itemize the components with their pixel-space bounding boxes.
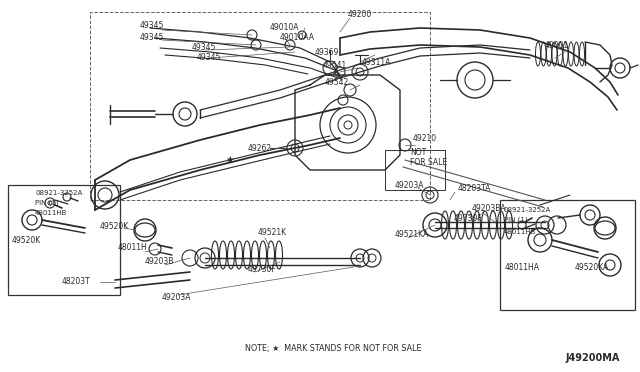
- Text: 49203A: 49203A: [162, 294, 191, 302]
- Text: 49210: 49210: [413, 134, 437, 142]
- Text: 48011HA: 48011HA: [505, 263, 540, 273]
- Bar: [90, 12, 430, 200]
- Text: 48011HB: 48011HB: [35, 210, 67, 216]
- Text: 49345: 49345: [197, 52, 221, 61]
- Text: 49203BA: 49203BA: [472, 203, 507, 212]
- Text: 48203T: 48203T: [62, 278, 91, 286]
- Text: J49200MA: J49200MA: [566, 353, 620, 363]
- Text: 48011H: 48011H: [118, 244, 148, 253]
- Text: 49520KA: 49520KA: [575, 263, 609, 273]
- Text: 49311A: 49311A: [362, 58, 392, 67]
- Text: 49203B: 49203B: [145, 257, 174, 266]
- Bar: [385, 150, 445, 190]
- Text: 49369: 49369: [315, 48, 339, 57]
- Text: 48203TA: 48203TA: [458, 183, 492, 192]
- Text: 49010AA: 49010AA: [280, 32, 315, 42]
- Text: 08921-3252A: 08921-3252A: [35, 190, 83, 196]
- Text: NOT: NOT: [410, 148, 426, 157]
- Text: 49203A: 49203A: [395, 180, 424, 189]
- Text: 49730F: 49730F: [248, 266, 276, 275]
- Text: 49345: 49345: [140, 20, 164, 29]
- Text: PIN (1): PIN (1): [35, 200, 59, 206]
- Text: 49262: 49262: [248, 144, 272, 153]
- Text: 49010A: 49010A: [270, 22, 300, 32]
- Text: 49345: 49345: [192, 42, 216, 51]
- Text: NOTE; ★  MARK STANDS FOR NOT FOR SALE: NOTE; ★ MARK STANDS FOR NOT FOR SALE: [245, 343, 422, 353]
- Bar: [500, 200, 635, 310]
- Text: 08921-3252A: 08921-3252A: [504, 207, 551, 213]
- Text: 49001: 49001: [545, 41, 569, 49]
- Text: FOR SALE: FOR SALE: [410, 157, 447, 167]
- Bar: [8, 185, 120, 295]
- Text: 49520K: 49520K: [12, 235, 41, 244]
- Text: 49345: 49345: [140, 32, 164, 42]
- Text: 49521K: 49521K: [258, 228, 287, 237]
- Text: 49730F: 49730F: [454, 214, 483, 222]
- Text: 49542: 49542: [325, 77, 349, 87]
- Text: 49541: 49541: [323, 61, 348, 70]
- Text: 49520K: 49520K: [100, 221, 129, 231]
- Text: 49200: 49200: [348, 10, 372, 19]
- Text: 49521KA: 49521KA: [395, 230, 429, 238]
- Text: ★: ★: [226, 155, 234, 165]
- Text: 48011HB: 48011HB: [504, 229, 536, 235]
- Text: PIN (1): PIN (1): [504, 217, 527, 223]
